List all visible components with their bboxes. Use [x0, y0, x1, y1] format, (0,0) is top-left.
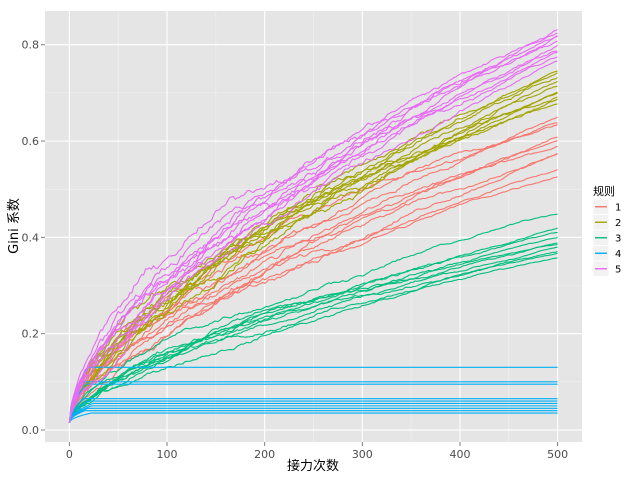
series-1-run-line: [68, 169, 558, 423]
x-tick-label: 400: [449, 448, 470, 461]
legend: 规则 1 2 3 4 5: [592, 184, 621, 277]
legend-title: 规则: [593, 184, 615, 198]
series-4-run-line: [68, 400, 558, 423]
x-tick-label: 500: [547, 448, 568, 461]
legend-label: 5: [615, 264, 621, 275]
major-gridlines: [45, 11, 582, 442]
x-tick-label: 300: [352, 448, 373, 461]
y-tick-label: 0.8: [22, 39, 40, 52]
series-3-run-line: [68, 246, 558, 423]
series-4-run-line: [68, 412, 558, 424]
series-5-run-line: [68, 50, 558, 423]
series-1-run-line: [68, 140, 558, 423]
legend-label: 2: [615, 218, 621, 229]
y-tick-label: 0.6: [22, 135, 40, 148]
series-2-run-line: [68, 77, 558, 423]
series-5-run-line: [68, 35, 558, 423]
x-tick-label: 200: [254, 448, 275, 461]
x-axis-title: 接力次数: [287, 458, 339, 474]
series-3-run-line: [68, 242, 558, 423]
series-5-run-line: [68, 35, 558, 423]
series-3-run-line: [68, 250, 558, 423]
series-5-run-line: [68, 40, 558, 423]
x-tick-label: 0: [66, 448, 73, 461]
series-1-run-line: [68, 153, 558, 423]
series-3-run-line: [68, 252, 558, 423]
legend-label: 4: [615, 249, 621, 260]
series-5-run-line: [68, 60, 558, 423]
series-5-run-line: [68, 32, 558, 423]
series-3-run-line: [68, 232, 558, 423]
y-tick-label: 0.2: [22, 328, 40, 341]
series-4-run-line: [68, 402, 558, 423]
series-3-run-line: [68, 236, 558, 423]
series-2-run-line: [68, 91, 558, 423]
series-3-run-line: [68, 213, 558, 423]
series-4-run-line: [68, 410, 558, 423]
x-tick-label: 100: [157, 448, 178, 461]
series-2-run-line: [68, 103, 558, 423]
y-axis-ticks: 0.0 0.2 0.4 0.6 0.8: [22, 39, 45, 437]
y-tick-label: 0.0: [22, 424, 40, 437]
legend-label: 1: [615, 202, 621, 213]
series-2-run-line: [68, 98, 558, 423]
series-1: [68, 116, 558, 423]
series-lines: [68, 28, 558, 424]
series-2-run-line: [68, 72, 558, 423]
series-3-run-line: [68, 257, 558, 423]
series-5-run-line: [68, 28, 558, 423]
series-5-run-line: [68, 56, 558, 423]
series-1-run-line: [68, 145, 558, 423]
series-3: [68, 213, 558, 423]
series-5: [68, 28, 558, 423]
y-axis-title: Gini 系数: [7, 198, 22, 254]
legend-label: 3: [615, 233, 621, 244]
series-2-run-line: [68, 80, 558, 423]
x-axis-ticks: 0 100 200 300 400 500: [66, 442, 568, 461]
series-1-run-line: [68, 152, 558, 423]
y-tick-label: 0.4: [22, 231, 40, 244]
